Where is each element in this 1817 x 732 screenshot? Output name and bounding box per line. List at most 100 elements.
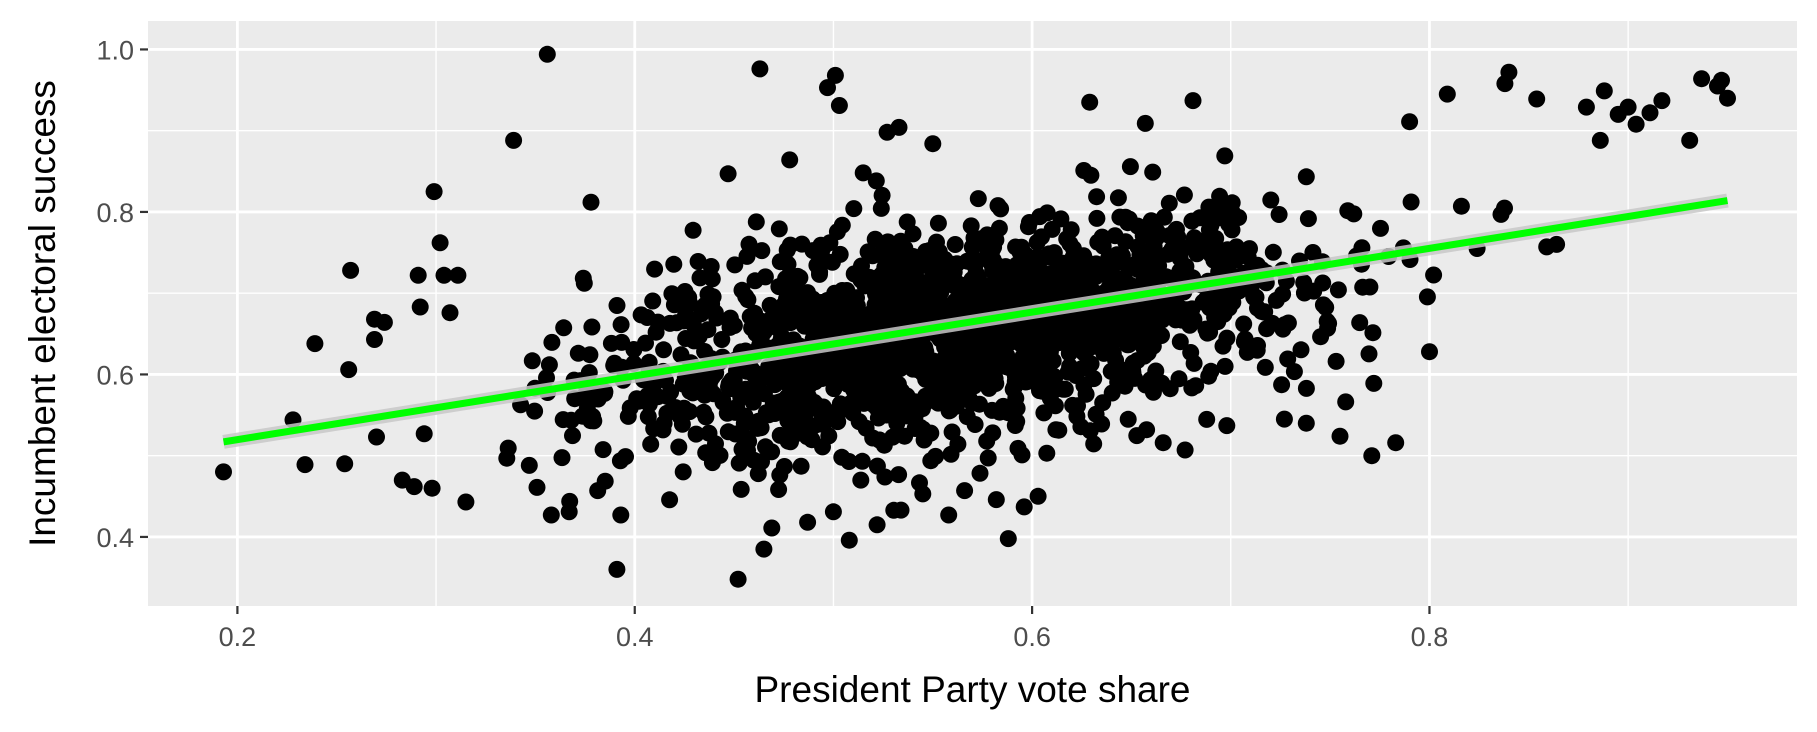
data-point bbox=[1075, 247, 1093, 265]
data-point bbox=[892, 501, 910, 519]
data-point bbox=[296, 456, 314, 474]
data-point bbox=[817, 364, 835, 382]
data-point bbox=[974, 279, 992, 297]
data-point bbox=[562, 411, 580, 429]
data-point bbox=[970, 338, 988, 356]
data-point bbox=[1223, 221, 1241, 239]
data-point bbox=[368, 428, 385, 446]
data-point bbox=[874, 241, 892, 259]
data-point bbox=[845, 200, 863, 218]
data-point bbox=[415, 425, 433, 443]
data-point bbox=[966, 416, 984, 433]
data-point bbox=[943, 255, 961, 273]
data-point bbox=[1006, 372, 1024, 390]
data-point bbox=[1197, 320, 1215, 338]
data-point bbox=[1365, 374, 1383, 392]
data-point bbox=[665, 255, 683, 273]
data-point bbox=[826, 284, 844, 302]
data-point bbox=[505, 131, 523, 149]
data-point bbox=[1223, 194, 1241, 212]
data-point bbox=[1401, 113, 1419, 131]
data-point bbox=[1360, 345, 1378, 363]
data-point bbox=[989, 197, 1007, 215]
data-point bbox=[1387, 434, 1405, 452]
data-point bbox=[405, 478, 423, 496]
data-point bbox=[632, 306, 650, 324]
data-point bbox=[1123, 322, 1141, 340]
data-point bbox=[874, 302, 892, 320]
data-point bbox=[812, 236, 830, 254]
data-point bbox=[1183, 212, 1201, 230]
data-point bbox=[940, 506, 958, 524]
data-point bbox=[691, 269, 709, 287]
data-point bbox=[826, 66, 844, 84]
data-point bbox=[923, 355, 941, 373]
data-point bbox=[1329, 281, 1347, 299]
data-point bbox=[729, 570, 747, 588]
data-point bbox=[914, 485, 932, 503]
data-point bbox=[640, 395, 658, 413]
data-point bbox=[689, 253, 707, 270]
data-point bbox=[1492, 205, 1510, 223]
data-point bbox=[1006, 356, 1024, 374]
data-point bbox=[1170, 370, 1188, 388]
data-point bbox=[1047, 380, 1065, 398]
data-point bbox=[1116, 377, 1134, 395]
data-point bbox=[851, 347, 869, 365]
data-point bbox=[1198, 410, 1216, 428]
data-point bbox=[888, 414, 906, 432]
data-point bbox=[1216, 147, 1234, 165]
data-point bbox=[1184, 92, 1202, 110]
data-point bbox=[749, 366, 767, 384]
data-point bbox=[661, 491, 679, 509]
data-point bbox=[612, 316, 630, 334]
data-point bbox=[969, 190, 987, 208]
data-point bbox=[1128, 352, 1146, 370]
data-point bbox=[749, 465, 767, 483]
data-point bbox=[1270, 206, 1288, 223]
data-point bbox=[857, 419, 875, 437]
data-point bbox=[1088, 209, 1106, 227]
data-point bbox=[449, 266, 467, 284]
data-point bbox=[845, 302, 863, 320]
data-point bbox=[1681, 131, 1699, 149]
data-point bbox=[1182, 344, 1200, 361]
data-point bbox=[775, 299, 793, 317]
data-point bbox=[1019, 342, 1037, 359]
data-point bbox=[1452, 197, 1470, 215]
data-point bbox=[1312, 328, 1330, 346]
data-point bbox=[1109, 189, 1127, 207]
data-point bbox=[774, 328, 791, 346]
data-point bbox=[1119, 410, 1137, 428]
data-point bbox=[431, 234, 449, 252]
data-point bbox=[1089, 233, 1107, 251]
data-point bbox=[569, 344, 587, 362]
data-point bbox=[1121, 158, 1139, 176]
data-point bbox=[867, 172, 885, 190]
data-point bbox=[888, 245, 906, 262]
data-point bbox=[871, 431, 888, 449]
data-point bbox=[543, 333, 561, 351]
data-point bbox=[978, 226, 996, 244]
data-point bbox=[1693, 70, 1711, 88]
data-point bbox=[877, 263, 895, 280]
data-point bbox=[880, 392, 898, 410]
data-point bbox=[740, 235, 758, 253]
data-point bbox=[811, 265, 828, 283]
data-point bbox=[498, 449, 516, 467]
data-point bbox=[1202, 217, 1220, 235]
data-point bbox=[526, 402, 544, 420]
data-point bbox=[1175, 186, 1193, 204]
data-point bbox=[1046, 397, 1064, 415]
data-point bbox=[713, 331, 731, 348]
data-point bbox=[886, 362, 904, 380]
data-point bbox=[1006, 417, 1024, 434]
data-point bbox=[1256, 303, 1274, 321]
data-point bbox=[1007, 389, 1025, 407]
y-tick-label: 0.6 bbox=[96, 360, 134, 390]
data-point bbox=[1425, 266, 1443, 284]
data-point bbox=[1091, 260, 1109, 278]
data-point bbox=[1019, 372, 1037, 390]
data-point bbox=[687, 425, 705, 443]
